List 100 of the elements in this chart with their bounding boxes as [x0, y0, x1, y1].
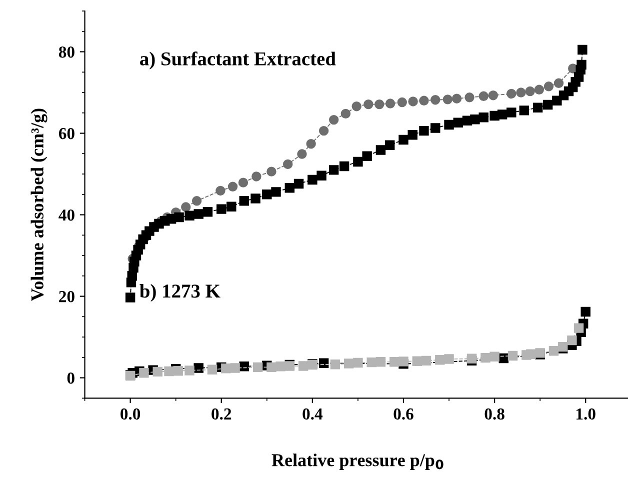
- point: [294, 178, 304, 189]
- point: [174, 212, 184, 222]
- point: [506, 88, 516, 99]
- point: [282, 159, 293, 170]
- y-tick-label: 40: [58, 209, 74, 221]
- point: [297, 149, 307, 159]
- point: [408, 96, 418, 106]
- point: [516, 88, 526, 98]
- point: [328, 114, 339, 125]
- point: [266, 362, 276, 372]
- x-tick-label: 0.8: [484, 408, 504, 420]
- point: [180, 202, 191, 212]
- point: [580, 306, 590, 317]
- point: [567, 335, 577, 346]
- point: [506, 108, 516, 118]
- point: [574, 323, 584, 333]
- point: [192, 196, 202, 206]
- point: [353, 156, 363, 167]
- point: [164, 366, 174, 376]
- point: [284, 183, 295, 193]
- point: [497, 110, 508, 120]
- point: [397, 97, 407, 108]
- point: [444, 120, 454, 130]
- annotation: a) Surfactant Extracted: [140, 52, 336, 70]
- point: [453, 118, 463, 128]
- point: [276, 362, 286, 372]
- point: [194, 363, 204, 373]
- point: [207, 364, 218, 375]
- point: [152, 366, 162, 377]
- point: [266, 166, 276, 176]
- point: [353, 358, 363, 368]
- point: [542, 100, 553, 110]
- point: [552, 96, 562, 106]
- point: [430, 123, 440, 133]
- point: [374, 99, 384, 110]
- y-tick-label: 20: [59, 290, 74, 302]
- point: [419, 126, 429, 136]
- point: [340, 108, 351, 119]
- point: [554, 78, 564, 88]
- point: [526, 349, 536, 360]
- point: [318, 358, 329, 368]
- point: [262, 190, 272, 200]
- point: [216, 204, 226, 214]
- point: [316, 170, 326, 181]
- point: [419, 96, 429, 106]
- point: [412, 356, 422, 366]
- point: [490, 352, 500, 362]
- point: [339, 161, 350, 172]
- point: [344, 358, 354, 368]
- point: [548, 346, 559, 356]
- point: [478, 112, 488, 122]
- point: [330, 359, 340, 370]
- point: [470, 114, 480, 124]
- point: [478, 91, 488, 102]
- point: [250, 194, 260, 204]
- point: [221, 364, 231, 374]
- point: [398, 134, 408, 145]
- point: [298, 361, 308, 371]
- point: [139, 368, 149, 378]
- point: [125, 292, 136, 302]
- y-tick-label: 80: [58, 46, 74, 58]
- point: [421, 356, 432, 366]
- x-axis-title: Relative pressure p/p$_{0}$: [272, 454, 444, 470]
- point: [578, 44, 588, 55]
- point: [184, 366, 194, 376]
- point: [398, 356, 408, 366]
- point: [525, 86, 535, 96]
- point: [376, 145, 386, 155]
- point: [534, 84, 544, 95]
- point: [194, 209, 204, 219]
- point: [488, 90, 498, 100]
- point: [452, 94, 462, 104]
- y-tick-label: 0: [67, 372, 74, 384]
- point: [226, 202, 236, 212]
- point: [230, 363, 240, 373]
- point: [508, 350, 518, 361]
- point: [216, 186, 226, 196]
- point: [464, 92, 474, 102]
- point: [444, 354, 454, 364]
- point: [362, 151, 372, 161]
- point: [430, 94, 440, 105]
- point: [408, 130, 418, 140]
- point: [306, 138, 316, 149]
- point: [376, 357, 386, 367]
- x-tick-label: 0.2: [212, 408, 232, 420]
- point: [271, 187, 281, 197]
- x-tick-label: 0.0: [120, 408, 140, 420]
- point: [385, 98, 396, 108]
- x-tick-label: 1.0: [576, 408, 596, 420]
- point: [238, 178, 248, 188]
- y-axis-title: Volume adsorbed (cm³/g): [30, 108, 48, 302]
- x-tick-label: 0.4: [302, 408, 323, 420]
- point: [366, 357, 376, 368]
- point: [466, 354, 477, 364]
- point: [308, 174, 318, 185]
- point: [544, 82, 554, 92]
- point: [173, 366, 183, 376]
- point: [435, 355, 445, 365]
- point: [352, 102, 362, 112]
- annotation: b) 1273 K: [140, 284, 220, 302]
